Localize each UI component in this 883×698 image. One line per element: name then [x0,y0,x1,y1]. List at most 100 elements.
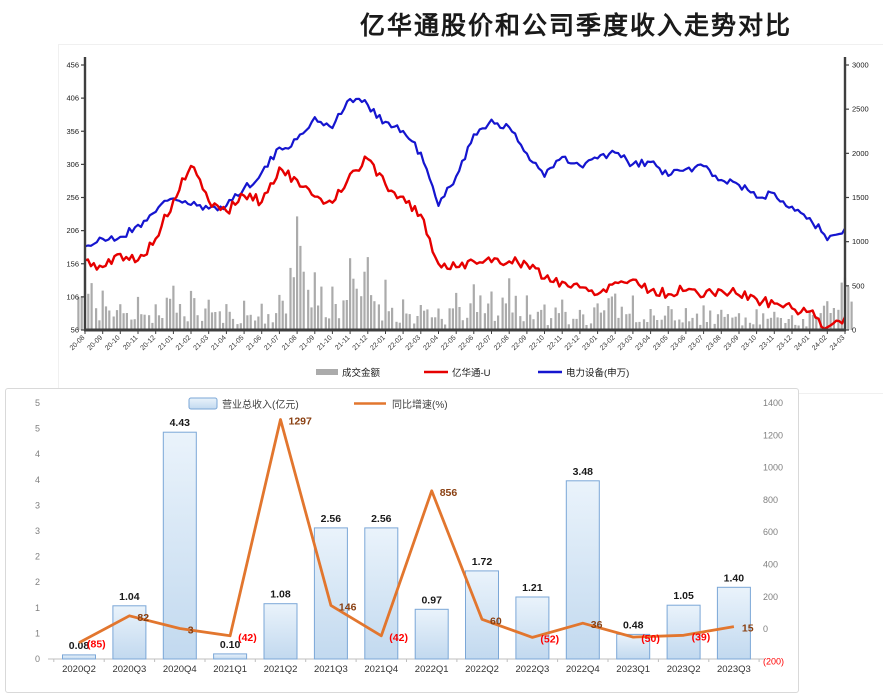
left-tick-label: 3 [35,526,40,536]
volume-bar [201,320,204,330]
right-tick-label: 1000 [763,463,783,473]
x-tick-label: 21-08 [281,334,299,352]
volume-bar [317,305,320,330]
revenue-value-label: 1.21 [522,582,543,594]
x-tick-label: 23-12 [776,334,794,352]
volume-bar [157,315,161,330]
volume-bar [850,301,853,330]
revenue-value-label: 1.04 [119,591,140,603]
volume-bar [755,309,758,330]
right-tick-label: 1500 [852,193,869,202]
volume-bar [178,304,182,330]
legend: 成交金额 亿华通-U 电力设备(申万) [316,367,629,379]
x-tick-label: 21-02 [175,334,193,352]
volume-bar [249,314,252,330]
volume-bar [797,325,800,330]
volume-bar [320,286,323,330]
x-tick-label: 21-07 [263,334,281,352]
volume-bar [561,299,564,330]
volume-bar [355,288,358,330]
growth-value-label: 856 [440,487,458,499]
stock-chart-frame [58,44,883,394]
volume-bar [525,295,528,330]
volume-bar [773,311,776,330]
x-tick-label: 20-09 [87,334,105,352]
left-tick-label: 56 [71,326,79,335]
volume-bar [734,316,737,330]
revenue-value-label: 1.72 [472,556,493,568]
volume-bar [345,300,348,330]
volume-bar [254,320,257,330]
volume-bar [614,293,617,330]
volume-bar [741,325,744,330]
left-tick-label: 4 [35,475,40,485]
growth-value-label: (39) [692,631,711,643]
x-tick-label: 22-01 [369,334,387,352]
growth-value-label: 60 [490,615,502,627]
volume-bar [519,316,522,330]
growth-value-label: (42) [238,632,257,644]
revenue-bar [716,586,751,660]
volume-bar [231,318,235,330]
volume-bar [787,319,790,330]
category-labels: 2020Q2 2020Q3 2020Q4 2021Q1 2021Q2 2021Q3 2021… [62,664,751,675]
x-tick-label: 24-03 [829,334,847,352]
x-tick-label: 20-11 [122,334,139,351]
growth-value-label: (85) [87,639,106,651]
volume-bar [649,309,652,330]
volume-bar [617,317,620,330]
volume-bar [501,297,504,330]
legend-revenue-swatch [188,397,218,410]
volume-bar [413,323,416,330]
revenue-value-label: 2.56 [371,513,392,525]
volume-bar [189,290,193,330]
volume-bar [451,308,454,330]
volume-bar [646,322,649,330]
volume-bar [342,300,345,330]
revenue-growth-chart: 营业总收入(亿元) 同比增速(%) 5 5 4 4 3 3 2 2 1 1 0 1400 1200 1000 8… [35,397,784,675]
volume-bar [458,307,461,330]
page-title: 亿华通股价和公司季度收入走势对比 [360,13,793,40]
volume-bar [95,308,98,330]
x-tick-label: 22-12 [564,334,582,352]
x-tick-label: 21-12 [352,334,370,352]
volume-bar [115,310,119,330]
volume-bar [222,322,225,330]
growth-value-label: 15 [742,623,754,635]
volume-bar [448,308,451,330]
volume-bar [90,283,93,330]
volume-bar [360,296,363,330]
left-axis-labels: 5 5 4 4 3 3 2 2 1 1 0 [35,398,40,664]
volume-bar [575,318,578,330]
legend-stock-label: 亿华通-U [452,367,491,379]
volume-bar [638,321,641,330]
right-tick-label: 400 [763,560,778,570]
volume-bar [108,310,111,330]
volume-bar [508,278,511,330]
volume-bar [497,315,500,330]
volume-bar [419,305,422,330]
volume-bar [529,314,532,330]
volume-bar [511,312,514,330]
volume-bar [391,307,394,330]
volume-bar [289,267,292,330]
left-tick-label: 156 [66,259,79,268]
x-tick-label: 22-02 [387,334,405,352]
volume-bar [593,307,596,330]
volume-bar [625,314,628,330]
growth-line [78,418,735,644]
volume-bar [267,314,270,330]
left-tick-label: 4 [35,449,40,459]
legend-volume-swatch [316,369,338,375]
left-tick-label: 2 [35,552,40,562]
volume-bar [225,304,228,330]
volume-bar [769,317,773,330]
volume-bar [631,295,634,330]
right-tick-label: 2000 [852,149,869,158]
revenue-value-label: 3.48 [573,466,594,478]
stock-volume-chart: 456 406 356 306 256 206 156 106 56 3000 2500 2000 15… [66,57,869,379]
revenue-value-label: 0.97 [421,594,442,606]
volume-bar [125,313,128,330]
volume-bar [758,324,761,330]
left-tick-label: 1 [35,603,40,613]
